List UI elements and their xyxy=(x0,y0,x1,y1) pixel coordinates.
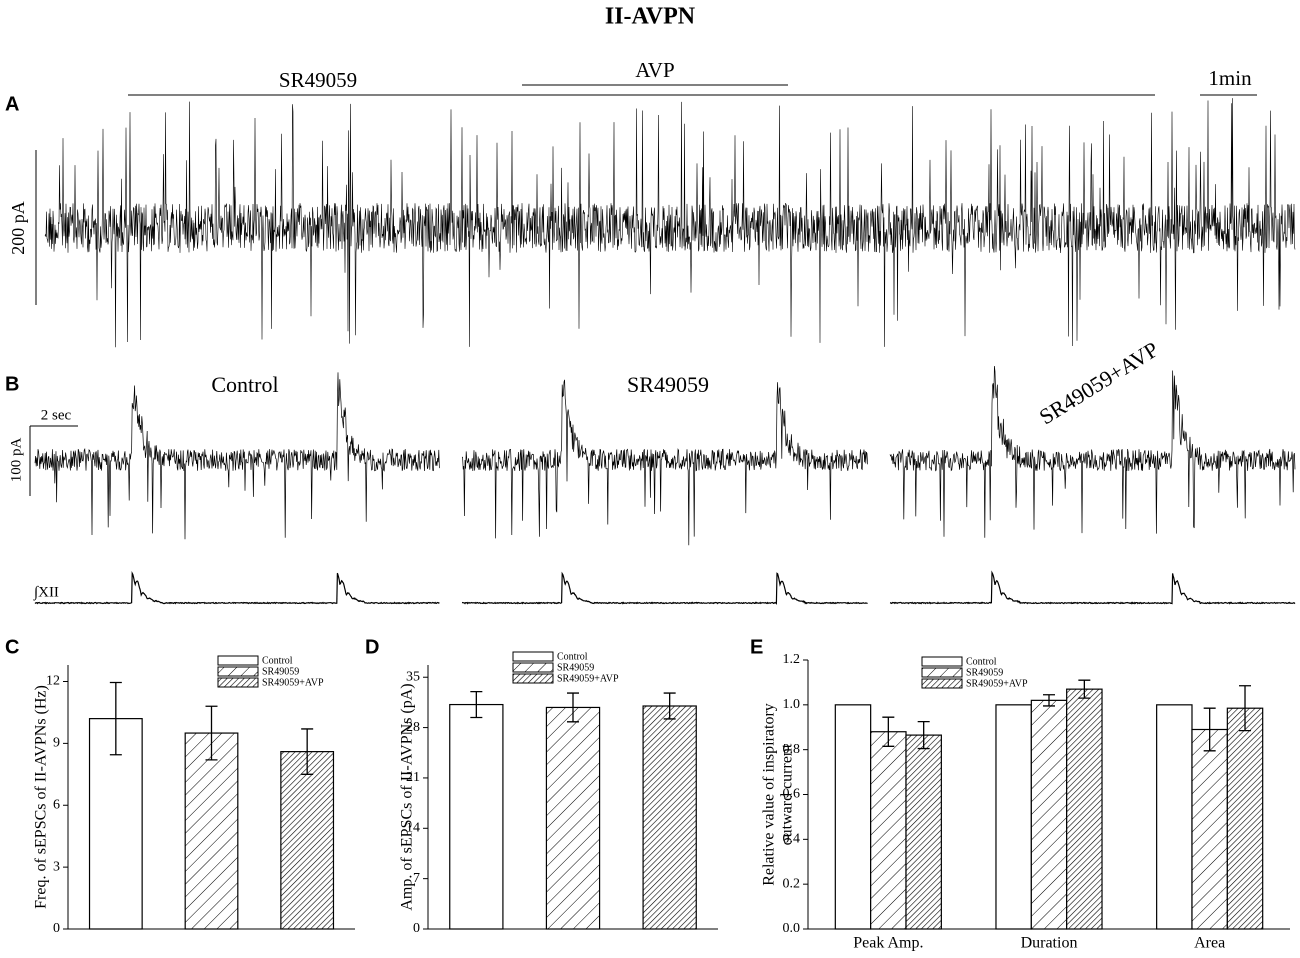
error-bar xyxy=(301,728,314,775)
scale-label: 2 sec xyxy=(41,407,72,423)
panel-letter: B xyxy=(5,373,19,395)
current-trace xyxy=(889,365,1296,538)
legend-label: Control xyxy=(557,651,588,662)
y-tick-label: 3 xyxy=(53,859,60,874)
scale-label: 100 pA xyxy=(8,438,24,483)
integrated-trace xyxy=(889,570,1296,605)
error-bar xyxy=(1078,679,1091,699)
current-trace xyxy=(44,98,1296,348)
y-tick-label: 0.2 xyxy=(783,876,801,891)
y-tick-label: 0.8 xyxy=(783,742,801,757)
y-axis-label: Relative value of inspiratory xyxy=(761,703,778,886)
legend-label: SR49059+AVP xyxy=(262,677,324,688)
y-tick-label: 9 xyxy=(53,736,60,751)
y-axis-label: outward current xyxy=(779,743,796,845)
y-tick-label: 21 xyxy=(406,770,420,785)
bar xyxy=(995,704,1032,930)
drug-label: SR49059 xyxy=(279,68,357,92)
error-bar xyxy=(205,705,218,761)
y-tick-label: 1.0 xyxy=(783,697,801,712)
y-tick-label: 1.2 xyxy=(783,652,801,667)
legend-label: Control xyxy=(966,656,997,667)
x-tick-label: Duration xyxy=(1021,935,1078,952)
x-tick-label: Peak Amp. xyxy=(853,935,923,952)
y-tick-label: 6 xyxy=(53,797,60,812)
error-bar xyxy=(1043,694,1055,707)
bar xyxy=(1156,704,1193,930)
legend-swatch xyxy=(512,651,554,662)
panel-letter: D xyxy=(365,636,379,658)
legend-label: SR49059+AVP xyxy=(966,678,1028,689)
legend-swatch xyxy=(217,677,259,688)
y-tick-label: 0.4 xyxy=(783,832,801,847)
traces xyxy=(34,98,1296,606)
bar xyxy=(1066,688,1103,930)
y-axis-label: Amp. of sEPSCs of II-AVPNs (pA) xyxy=(399,683,416,910)
legend-label: SR49059+AVP xyxy=(557,673,619,684)
legend-label: SR49059 xyxy=(557,662,594,673)
y-tick-label: 35 xyxy=(406,669,420,684)
bar xyxy=(280,751,335,930)
error-bar xyxy=(109,681,122,756)
legend-swatch xyxy=(512,662,554,673)
legend-swatch xyxy=(217,666,259,677)
legend-label: SR49059 xyxy=(262,666,299,677)
y-tick-label: 28 xyxy=(406,720,420,735)
y-tick-label: 0.6 xyxy=(783,787,801,802)
y-tick-label: 14 xyxy=(406,821,420,836)
error-bar xyxy=(1203,707,1216,752)
legend-swatch xyxy=(921,656,963,667)
bar xyxy=(870,731,907,930)
legend-label: SR49059 xyxy=(966,667,1003,678)
integrated-label: ∫XII xyxy=(33,584,59,600)
legend-swatch xyxy=(512,673,554,684)
error-bar xyxy=(1239,685,1252,732)
bar xyxy=(1226,707,1264,930)
y-tick-label: 12 xyxy=(46,674,60,689)
bar xyxy=(1030,699,1068,930)
legend-swatch xyxy=(217,655,259,666)
scale-label: 200 pA xyxy=(8,201,28,255)
bar xyxy=(184,732,239,930)
x-tick-label: Area xyxy=(1194,935,1225,952)
legend-swatch xyxy=(921,667,963,678)
bar xyxy=(834,704,872,930)
condition-label: Control xyxy=(211,372,278,397)
panel-letter: A xyxy=(5,93,19,115)
bar xyxy=(1191,728,1228,930)
error-bar xyxy=(882,716,895,747)
error-bar xyxy=(567,692,579,723)
bar xyxy=(905,734,942,930)
y-tick-label: 0 xyxy=(53,921,60,936)
drug-label: AVP xyxy=(635,58,674,82)
bar xyxy=(449,703,504,930)
legend-swatch xyxy=(921,678,963,689)
y-tick-label: 7 xyxy=(413,871,420,886)
error-bar xyxy=(470,690,483,719)
current-trace xyxy=(34,372,440,540)
figure-title: II-AVPN xyxy=(605,4,696,30)
panel-letter: C xyxy=(5,636,19,658)
bar xyxy=(642,705,697,930)
integrated-trace xyxy=(34,571,440,605)
scale-label: 1min xyxy=(1208,66,1252,90)
error-bar xyxy=(917,720,930,750)
bar xyxy=(545,706,601,930)
y-tick-label: 0.0 xyxy=(783,921,801,936)
y-axis-label: Freq. of sEPSCs of II-AVPNs (Hz) xyxy=(33,685,50,909)
legend-label: Control xyxy=(262,655,293,666)
condition-label: SR49059 xyxy=(627,372,709,397)
integrated-trace xyxy=(461,571,868,606)
error-bar xyxy=(663,692,676,720)
current-trace xyxy=(461,379,868,546)
condition-label: SR49059+AVP xyxy=(1035,336,1163,429)
y-tick-label: 0 xyxy=(413,921,420,936)
panel-letter: E xyxy=(750,636,763,658)
